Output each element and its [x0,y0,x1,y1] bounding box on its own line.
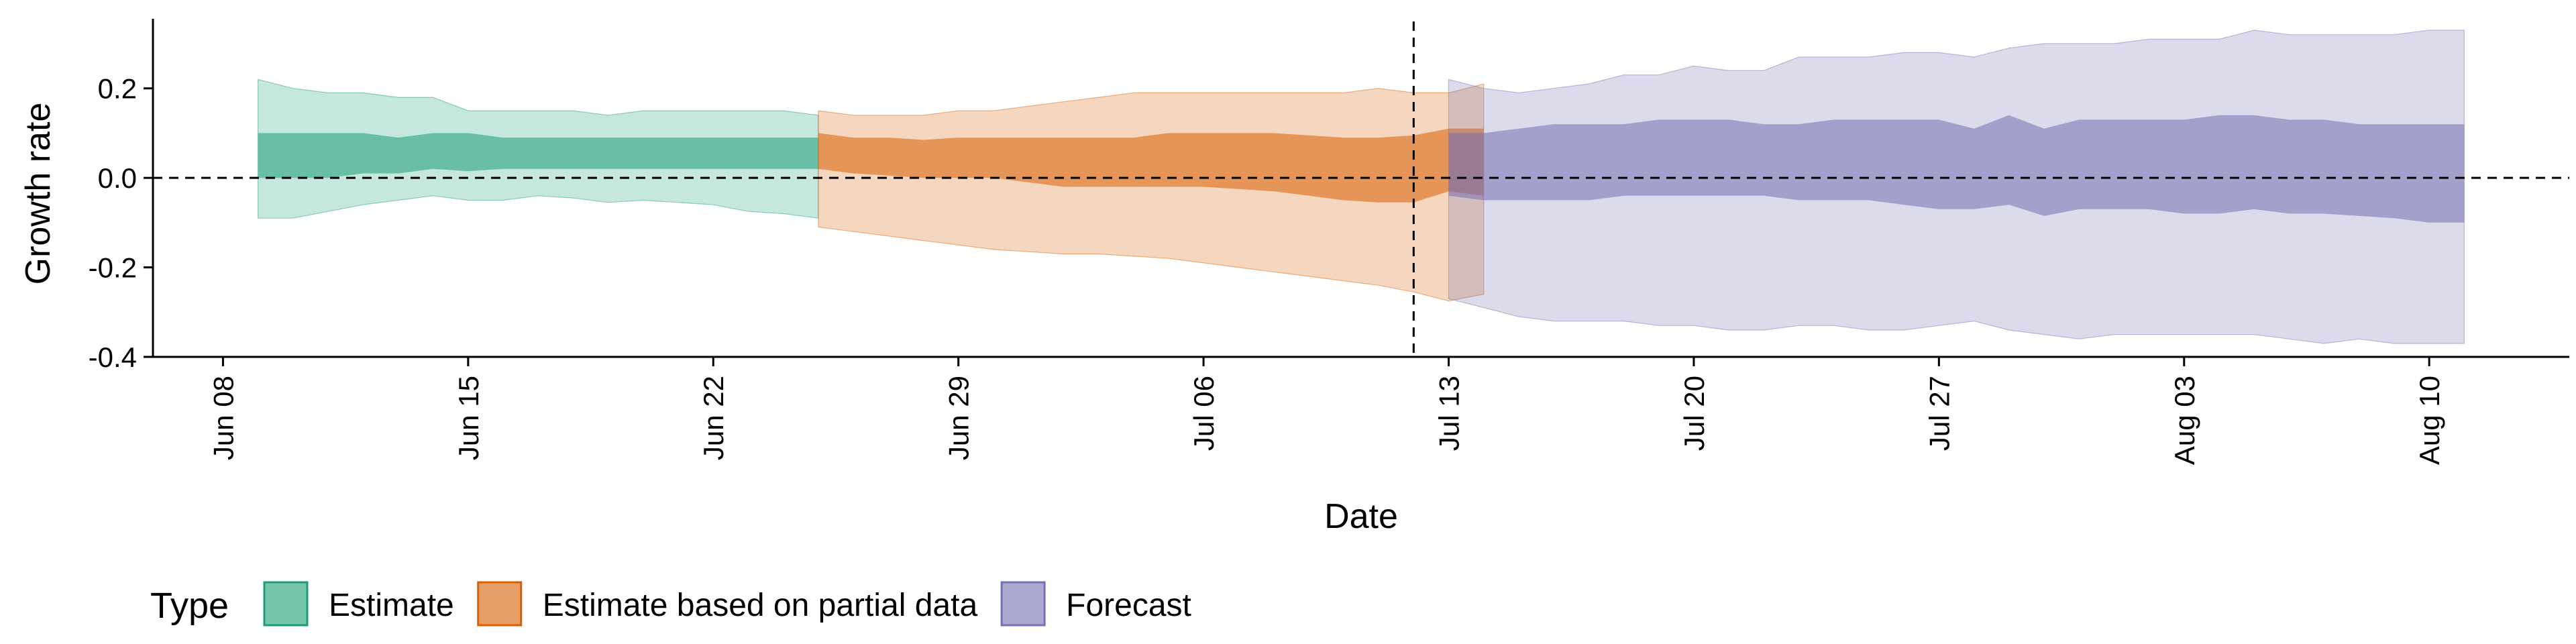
x-tick-label: Aug 03 [2169,376,2200,465]
x-tick-label: Jul 20 [1678,376,1710,451]
legend-label-estimate-based-on-partial-data: Estimate based on partial data [543,588,978,623]
band-50-estimate-based-on-partial-data [818,128,1484,203]
ribbon-layer [258,30,2465,344]
legend-label-forecast: Forecast [1066,588,1191,623]
legend-title: Type [150,586,229,626]
legend-key-estimate-based-on-partial-data [477,581,523,627]
legend: Type Estimate Estimate based on partial d… [150,581,1191,627]
y-axis-title: Growth rate [19,103,58,285]
y-tick-label: 0.2 [98,73,137,105]
x-tick-label: Jul 06 [1188,376,1220,451]
x-tick-label: Jun 15 [453,376,484,460]
x-tick-label: Jun 22 [698,376,729,460]
band-50-forecast [1448,115,2465,223]
x-tick-label: Aug 10 [2414,376,2445,465]
x-tick-label: Jun 08 [207,376,239,460]
axes: -0.4 -0.2 0.0 0.2 Jun 08 Jun 15 Jun 22 Jun 29 Ju… [89,19,2569,465]
y-tick-label: 0.0 [98,162,137,194]
x-tick-label: Jul 13 [1434,376,1465,451]
y-tick-label: -0.2 [89,252,137,284]
x-tick-label: Jul 27 [1923,376,1955,451]
band-50-estimate [258,133,818,178]
legend-key-estimate [263,581,309,627]
legend-label-estimate: Estimate [329,588,454,623]
x-axis-title: Date [1324,497,1398,536]
y-tick-label: -0.4 [89,341,137,373]
reference-lines [153,21,2569,357]
x-tick-label: Jun 29 [943,376,975,460]
legend-key-forecast [1000,581,1046,627]
